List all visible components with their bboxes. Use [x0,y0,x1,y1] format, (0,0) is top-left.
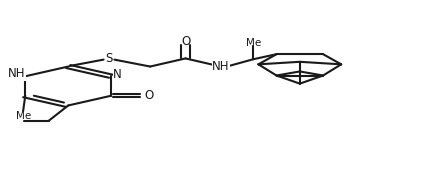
Text: NH: NH [212,60,230,73]
Text: Me: Me [246,38,261,48]
Text: O: O [181,35,190,48]
Text: N: N [113,68,122,81]
Text: S: S [105,52,113,65]
Text: NH: NH [8,67,26,80]
Text: Me: Me [16,111,32,121]
Text: O: O [144,89,153,102]
